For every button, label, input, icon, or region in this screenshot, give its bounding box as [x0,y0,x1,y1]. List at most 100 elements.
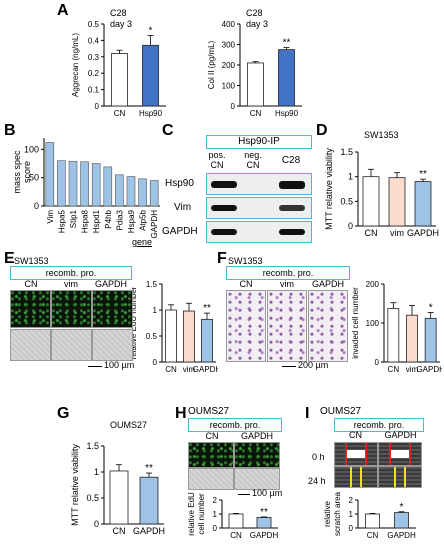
y-tick-label: 1 [94,467,99,477]
y-tick-label: 2 [349,496,354,505]
bar-gapdh [424,317,437,363]
x-tick-label: Hspa9 [127,209,136,233]
chart-subtitle: day 3 [110,19,132,29]
edu-image-gapdh [92,290,133,328]
y-tick-label: 0 [348,221,353,231]
bar-gapdh [414,181,432,227]
ip-header: Hsp90-IP [206,135,312,149]
y-tick-label: 1 [213,510,218,519]
x-tick-label: Vim [46,210,55,224]
x-tick-label: GAPDH [407,228,439,238]
x-tick-label: CN [388,365,400,374]
panel-label-a: A [57,2,69,19]
chart-e-edu: 0 0.5 1 1.5 relative EdU number CN vim ** GAPDH [132,280,218,374]
x-tick-label: CN [114,109,126,118]
panel-i-cell-line: OUMS27 [320,406,362,417]
brightfield-image-vim [51,329,92,361]
edu-image-h-gapdh [234,442,280,468]
y-tick-label: 0 [231,102,236,111]
blot-vim [206,197,312,219]
panel-label-f: F [217,250,227,267]
scratch-image-0h-cn [334,442,378,466]
x-tick-label: GAPDH [150,210,159,239]
y-tick-label: 0 [34,201,39,211]
scale-bar-f [282,366,296,367]
bar-cn [387,308,400,363]
significance-marker: * [400,502,404,513]
lane-pos-cn: pos. CN [208,150,226,170]
panel-label-i: I [305,405,310,422]
x-tick-label: Hsp90 [139,109,163,118]
y-tick-label: 1 [153,306,158,315]
chart-title: C28 [110,8,127,18]
blot-row-label-gapdh: GAPDH [162,226,198,237]
bar-vim [45,142,55,207]
edu-image-h-cn [188,442,234,468]
blot-hsp90 [206,173,312,195]
bar-cn [362,176,380,227]
panel-h-cell-line: OUMS27 [188,406,230,417]
y-tick-label: 1.5 [146,280,158,289]
panel-label-d: D [316,122,328,139]
y-tick-label: 1 [348,172,353,182]
bar-hspa9 [126,176,136,207]
panel-label-c: C [162,122,174,139]
chart-subtitle: day 3 [246,19,268,29]
y-axis-label: MTT relative viability [324,148,334,230]
y-axis-label-2: scratch area [333,491,342,536]
significance-marker: ** [145,463,153,474]
x-tick-label: CN [113,526,126,536]
panel-h-col-gapdh: GAPDH [240,431,273,441]
significance-marker: ** [283,38,291,49]
bar-hsp90 [278,49,295,107]
y-tick-label: 1.5 [86,441,99,451]
invasion-image-gapdh [308,290,348,362]
x-tick-label: CN [365,228,378,238]
y-tick-label: 200 [222,61,236,70]
x-tick-label: P4hb [104,209,113,228]
bar-cn [111,53,128,107]
panel-e-col-vim: vim [64,279,78,289]
y-tick-label: 0 [349,524,354,533]
bar-gapdh [201,318,213,363]
y-axis-label: relative [323,501,332,527]
scratch-image-24h-cn [334,466,378,488]
significance-marker: * [429,302,433,313]
lane-c28: C28 [281,155,301,166]
x-tick-label: CN [367,531,379,540]
bar-stip1 [68,160,78,207]
bar-hspa8 [80,161,89,207]
panel-label-g: G [57,405,70,422]
panel-e-col-cn: CN [24,279,38,289]
scratch-image-24h-gapdh [378,466,422,488]
x-tick-label: Hspa8 [81,209,90,233]
panel-f-col-cn: CN [239,279,253,289]
y-tick-label: 300 [222,41,236,50]
y-tick-label: 0.5 [146,332,158,341]
x-tick-label: vim [406,365,419,374]
western-blot-panel: Hsp90-IP pos. CN neg. CN C28 [198,135,314,243]
panel-h-col-cn: CN [205,431,219,441]
brightfield-image-cn [10,329,51,361]
y-tick-label: 200 [366,280,380,289]
chart-h-edu: 0 1 2 relative EdU cell number CN ** GAPDH [187,492,278,540]
panel-f-col-gapdh: GAPDH [311,279,344,289]
y-tick-label: 0.5 [340,196,353,206]
scratch-image-0h-gapdh [378,442,422,466]
scale-label-h: 100 µm [252,488,283,498]
blot-row-label-vim: Vim [174,202,192,213]
bar-cn [365,513,380,529]
y-axis-label: Col II (pg/mL) [207,40,216,89]
y-tick-label: 0.4 [88,36,100,45]
significance-marker: ** [260,507,268,518]
scale-bar-h [238,494,250,495]
y-tick-label: 2 [213,496,218,505]
bar-gapdh [149,180,159,207]
bar-atp5b [138,178,147,207]
y-tick-label: 400 [222,20,236,29]
bar-gapdh [139,476,159,525]
x-tick-label: Hsp90 [275,109,299,118]
y-tick-label: 0.1 [88,86,100,95]
panel-i-col-gapdh: GAPDH [384,430,417,440]
